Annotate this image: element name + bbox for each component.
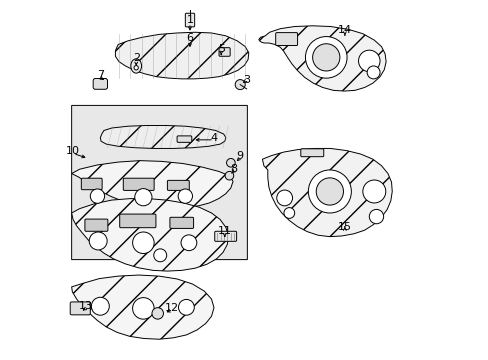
Text: 7: 7 <box>97 70 103 80</box>
Circle shape <box>308 170 351 213</box>
FancyBboxPatch shape <box>214 231 236 241</box>
Text: 15: 15 <box>337 222 351 232</box>
Text: 6: 6 <box>186 33 193 43</box>
Text: 11: 11 <box>217 226 231 236</box>
Circle shape <box>134 66 138 70</box>
Circle shape <box>178 189 192 203</box>
FancyBboxPatch shape <box>70 302 90 315</box>
FancyBboxPatch shape <box>300 149 323 157</box>
Circle shape <box>132 232 154 253</box>
FancyBboxPatch shape <box>185 13 194 27</box>
Circle shape <box>276 190 292 206</box>
PathPatch shape <box>72 199 228 271</box>
PathPatch shape <box>262 148 391 237</box>
FancyBboxPatch shape <box>177 136 191 142</box>
PathPatch shape <box>72 161 233 208</box>
FancyBboxPatch shape <box>123 178 154 190</box>
Ellipse shape <box>131 59 142 73</box>
FancyBboxPatch shape <box>85 219 108 231</box>
FancyBboxPatch shape <box>219 48 230 56</box>
Circle shape <box>316 178 343 205</box>
Text: 13: 13 <box>79 301 93 311</box>
Circle shape <box>305 37 346 78</box>
Circle shape <box>366 66 379 79</box>
Circle shape <box>178 300 194 315</box>
Circle shape <box>362 180 385 203</box>
PathPatch shape <box>72 275 214 339</box>
Circle shape <box>152 308 163 319</box>
Circle shape <box>226 158 235 167</box>
Circle shape <box>312 44 339 71</box>
Text: 5: 5 <box>217 44 224 54</box>
PathPatch shape <box>115 32 248 79</box>
Text: 8: 8 <box>230 164 237 174</box>
Circle shape <box>181 235 196 251</box>
PathPatch shape <box>100 126 225 148</box>
PathPatch shape <box>258 26 386 91</box>
FancyBboxPatch shape <box>81 178 102 190</box>
Circle shape <box>135 189 152 206</box>
Text: 10: 10 <box>66 146 80 156</box>
Circle shape <box>368 210 383 224</box>
FancyBboxPatch shape <box>120 214 156 228</box>
Text: 12: 12 <box>164 303 179 314</box>
Circle shape <box>235 80 244 90</box>
Circle shape <box>358 50 379 72</box>
Circle shape <box>91 297 109 315</box>
Text: 2: 2 <box>132 53 140 63</box>
Text: 14: 14 <box>337 25 351 35</box>
Circle shape <box>153 249 166 262</box>
FancyBboxPatch shape <box>93 78 107 89</box>
Circle shape <box>224 171 233 180</box>
FancyBboxPatch shape <box>167 180 189 190</box>
Text: 4: 4 <box>210 133 217 143</box>
Circle shape <box>132 298 154 319</box>
Circle shape <box>284 208 294 219</box>
Circle shape <box>90 189 104 203</box>
FancyBboxPatch shape <box>275 33 297 45</box>
Text: 3: 3 <box>243 75 249 85</box>
FancyBboxPatch shape <box>169 217 193 228</box>
Text: 9: 9 <box>236 150 243 161</box>
Text: 1: 1 <box>186 15 193 26</box>
Circle shape <box>89 232 107 250</box>
FancyBboxPatch shape <box>72 105 247 260</box>
